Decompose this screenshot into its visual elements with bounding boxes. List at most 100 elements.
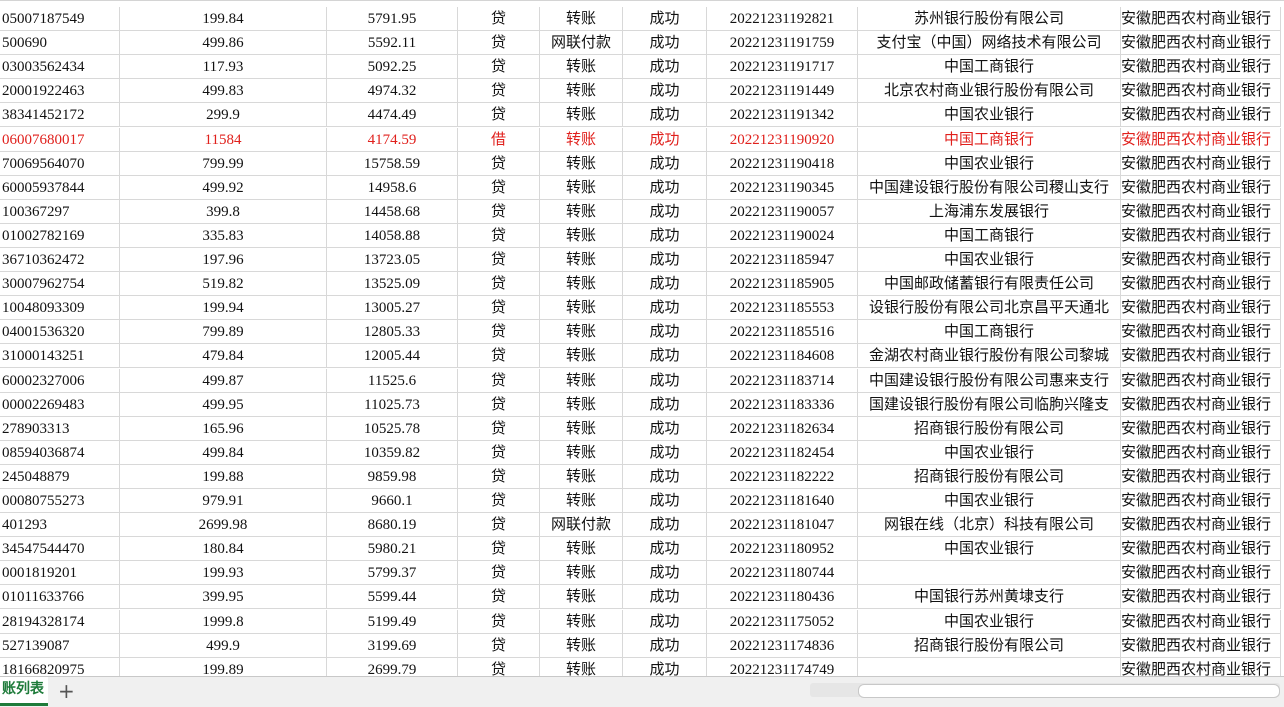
cell[interactable]: 中国工商银行 — [858, 223, 1121, 248]
cell[interactable]: 北京农村商业银行股份有限公司 — [858, 79, 1121, 104]
cell[interactable]: 支付宝（中国）网络技术有限公司 — [858, 31, 1121, 56]
cell[interactable]: 20221231190920 — [707, 127, 858, 152]
cell[interactable]: 贷 — [458, 151, 540, 176]
cell[interactable]: 5599.44 — [327, 585, 458, 610]
cell[interactable]: 中国银行苏州黄埭支行 — [858, 585, 1121, 610]
cell[interactable]: 贷 — [458, 223, 540, 248]
cell[interactable]: 20221231174749 — [707, 657, 858, 677]
cell[interactable]: 安徽肥西农村商业银行 — [1121, 513, 1281, 538]
cell[interactable]: 安徽肥西农村商业银行 — [1121, 248, 1281, 272]
cell[interactable]: 贷 — [458, 489, 540, 513]
cell[interactable]: 转账 — [540, 175, 623, 200]
cell[interactable]: 转账 — [540, 489, 623, 513]
cell[interactable]: 30007962754 — [0, 272, 120, 297]
cell[interactable]: 20221231180952 — [707, 537, 858, 562]
cell[interactable]: 成功 — [623, 175, 707, 200]
cell[interactable]: 20221231182222 — [707, 464, 858, 489]
cell[interactable]: 8680.19 — [327, 513, 458, 538]
cell[interactable]: 转账 — [540, 272, 623, 297]
cell[interactable]: 招商银行股份有限公司 — [858, 416, 1121, 441]
cell[interactable]: 成功 — [623, 368, 707, 393]
cell[interactable]: 20221231192821 — [707, 7, 858, 31]
cell[interactable]: 转账 — [540, 416, 623, 441]
cell[interactable]: 招商银行股份有限公司 — [858, 464, 1121, 489]
cell[interactable]: 安徽肥西农村商业银行 — [1121, 320, 1281, 345]
cell[interactable]: 4174.59 — [327, 127, 458, 152]
cell[interactable]: 安徽肥西农村商业银行 — [1121, 489, 1281, 513]
cell[interactable]: 安徽肥西农村商业银行 — [1121, 609, 1281, 634]
cell[interactable]: 安徽肥西农村商业银行 — [1121, 537, 1281, 562]
cell[interactable]: 贷 — [458, 537, 540, 562]
cell[interactable]: 安徽肥西农村商业银行 — [1121, 79, 1281, 104]
cell[interactable]: 11025.73 — [327, 392, 458, 417]
cell[interactable]: 网联付款 — [540, 513, 623, 538]
cell[interactable]: 转账 — [540, 585, 623, 610]
cell[interactable]: 中国农业银行 — [858, 103, 1121, 128]
cell[interactable]: 安徽肥西农村商业银行 — [1121, 561, 1281, 586]
cell[interactable]: 成功 — [623, 392, 707, 417]
cell[interactable]: 安徽肥西农村商业银行 — [1121, 55, 1281, 80]
cell[interactable]: 贷 — [458, 344, 540, 369]
cell[interactable]: 成功 — [623, 657, 707, 677]
cell[interactable]: 转账 — [540, 464, 623, 489]
cell[interactable]: 20221231185553 — [707, 296, 858, 321]
cell[interactable]: 180.84 — [120, 537, 327, 562]
cell[interactable]: 成功 — [623, 633, 707, 658]
cell[interactable]: 成功 — [623, 585, 707, 610]
cell[interactable]: 贷 — [458, 296, 540, 321]
cell[interactable]: 成功 — [623, 7, 707, 31]
cell[interactable]: 70069564070 — [0, 151, 120, 176]
cell[interactable]: 成功 — [623, 489, 707, 513]
cell[interactable]: 转账 — [540, 79, 623, 104]
cell[interactable]: 299.9 — [120, 103, 327, 128]
cell[interactable]: 00002269483 — [0, 392, 120, 417]
cell[interactable]: 转账 — [540, 199, 623, 224]
cell[interactable]: 安徽肥西农村商业银行 — [1121, 368, 1281, 393]
cell[interactable]: 04001536320 — [0, 320, 120, 345]
cell[interactable]: 转账 — [540, 344, 623, 369]
cell[interactable]: 转账 — [540, 440, 623, 465]
cell[interactable]: 贷 — [458, 585, 540, 610]
cell[interactable]: 成功 — [623, 537, 707, 562]
cell[interactable]: 15758.59 — [327, 151, 458, 176]
cell[interactable] — [858, 657, 1121, 677]
cell[interactable]: 799.99 — [120, 151, 327, 176]
cell[interactable]: 转账 — [540, 296, 623, 321]
cell[interactable]: 安徽肥西农村商业银行 — [1121, 7, 1281, 31]
cell[interactable]: 479.84 — [120, 344, 327, 369]
cell[interactable]: 20221231190418 — [707, 151, 858, 176]
cell[interactable]: 20221231191342 — [707, 103, 858, 128]
cell[interactable]: 10048093309 — [0, 296, 120, 321]
cell[interactable]: 成功 — [623, 561, 707, 586]
cell[interactable]: 500690 — [0, 31, 120, 56]
cell[interactable]: 中国农业银行 — [858, 537, 1121, 562]
cell[interactable]: 成功 — [623, 609, 707, 634]
cell[interactable]: 贷 — [458, 272, 540, 297]
cell[interactable]: 转账 — [540, 7, 623, 31]
cell[interactable]: 贷 — [458, 55, 540, 80]
cell[interactable]: 成功 — [623, 272, 707, 297]
cell[interactable]: 中国农业银行 — [858, 489, 1121, 513]
cell[interactable]: 20221231191449 — [707, 79, 858, 104]
cell[interactable]: 成功 — [623, 513, 707, 538]
cell[interactable]: 中国建设银行股份有限公司惠来支行 — [858, 368, 1121, 393]
cell[interactable]: 安徽肥西农村商业银行 — [1121, 151, 1281, 176]
cell[interactable]: 成功 — [623, 55, 707, 80]
cell[interactable]: 贷 — [458, 416, 540, 441]
cell[interactable]: 苏州银行股份有限公司 — [858, 7, 1121, 31]
cell[interactable]: 12805.33 — [327, 320, 458, 345]
cell[interactable]: 5980.21 — [327, 537, 458, 562]
cell[interactable]: 转账 — [540, 537, 623, 562]
cell[interactable]: 安徽肥西农村商业银行 — [1121, 392, 1281, 417]
cell[interactable]: 安徽肥西农村商业银行 — [1121, 175, 1281, 200]
cell[interactable]: 499.86 — [120, 31, 327, 56]
cell[interactable]: 9859.98 — [327, 464, 458, 489]
cell[interactable]: 499.95 — [120, 392, 327, 417]
cell[interactable]: 12005.44 — [327, 344, 458, 369]
cell[interactable]: 转账 — [540, 633, 623, 658]
cell[interactable]: 中国农业银行 — [858, 151, 1121, 176]
cell[interactable]: 贷 — [458, 561, 540, 586]
cell[interactable]: 贷 — [458, 464, 540, 489]
cell[interactable]: 1999.8 — [120, 609, 327, 634]
cell[interactable]: 20221231182634 — [707, 416, 858, 441]
